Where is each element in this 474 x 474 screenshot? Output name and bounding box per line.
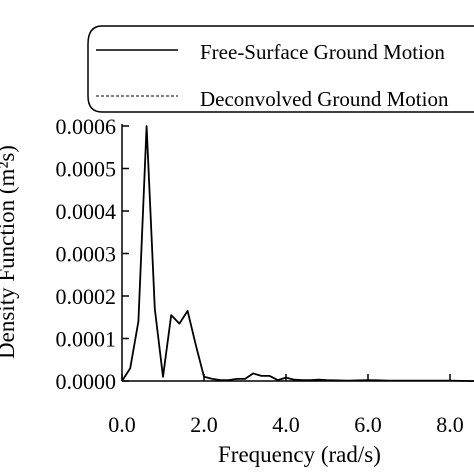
x-tick-label: 2.0 xyxy=(190,412,218,437)
series-line-free-surface xyxy=(121,125,474,382)
x-tick-group: 0.0 2.0 4.0 6.0 8.0 xyxy=(108,374,464,437)
y-tick-label: 0.0003 xyxy=(56,242,117,267)
legend-label-deconvolved: Deconvolved Ground Motion xyxy=(200,87,449,111)
series-layer xyxy=(121,125,474,382)
legend-frame xyxy=(87,25,474,113)
axes: 0.00000.00010.00020.00030.00040.00050.00… xyxy=(56,114,474,437)
x-axis-title: Frequency (rad/s) xyxy=(218,442,381,467)
x-tick-label: 0.0 xyxy=(108,412,136,437)
x-tick-label: 6.0 xyxy=(354,412,382,437)
y-tick-label: 0.0004 xyxy=(56,199,117,224)
y-tick-label: 0.0006 xyxy=(56,114,117,139)
x-tick-label: 8.0 xyxy=(436,412,464,437)
y-tick-label: 0.0002 xyxy=(56,284,117,309)
y-tick-label: 0.0001 xyxy=(56,327,117,352)
y-tick-label: 0.0000 xyxy=(56,369,117,394)
y-tick-label: 0.0005 xyxy=(56,157,117,182)
legend: Free-Surface Ground Motion Deconvolved G… xyxy=(87,25,474,113)
y-axis-title: Density Function (m²s) xyxy=(0,145,19,359)
x-tick-label: 4.0 xyxy=(272,412,300,437)
y-tick-group: 0.0000 0.0001 0.0002 0.0003 0.0004 0.0005 0.00… xyxy=(56,114,129,394)
legend-label-free-surface: Free-Surface Ground Motion xyxy=(200,40,445,64)
